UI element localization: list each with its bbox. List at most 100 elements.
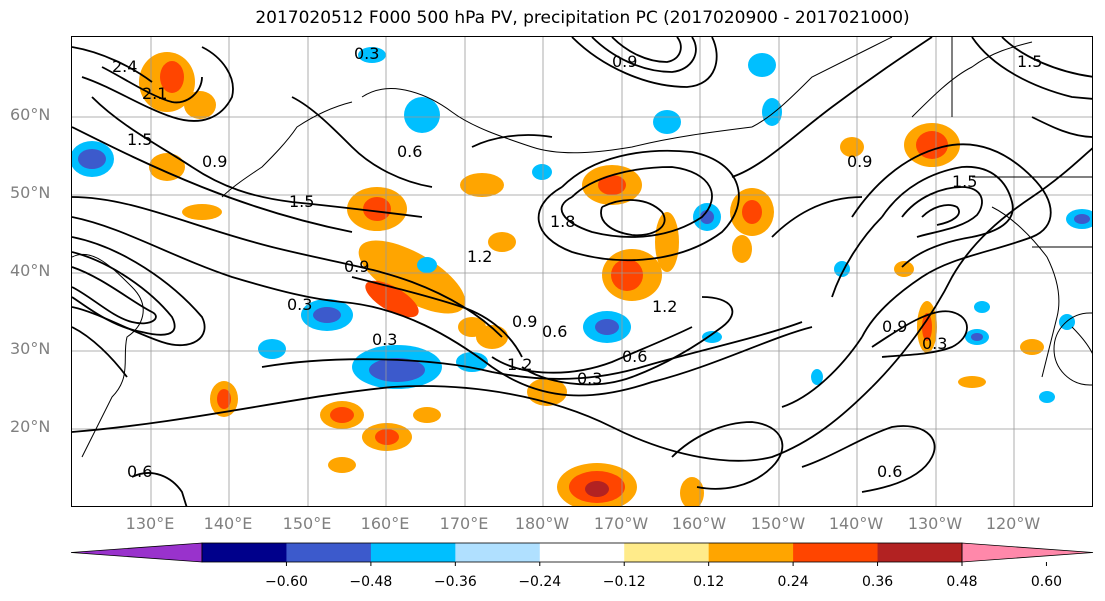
colorbar-swatch <box>624 543 710 562</box>
precip-shade <box>971 333 983 341</box>
contour-label: 1.5 <box>289 192 314 211</box>
precip-shade <box>330 407 354 423</box>
contour-label: 0.3 <box>354 44 379 63</box>
contour-label: 1.2 <box>467 247 492 266</box>
precip-shading <box>72 47 1092 506</box>
precip-shade <box>375 429 399 445</box>
contour-label: 0.6 <box>877 462 902 481</box>
lon-label: 160°E <box>360 514 410 533</box>
colorbar-tick-label: 0.48 <box>946 574 978 590</box>
lat-label: 50°N <box>10 183 51 202</box>
precip-shade <box>700 210 714 224</box>
precip-shade <box>369 358 425 382</box>
map-canvas: 0.3 0.6 0.3 0.9 0.3 1.5 1.2 1.8 1.2 0.9 … <box>72 37 1092 506</box>
precip-shade <box>365 280 419 318</box>
precip-shade <box>313 307 341 323</box>
colorbar-tick-label: −0.24 <box>518 574 562 590</box>
contour-label: 0.9 <box>882 317 907 336</box>
lon-label: 130°E <box>125 514 175 533</box>
colorbar-tick-label: −0.36 <box>433 574 477 590</box>
precip-shade <box>417 257 437 273</box>
precip-shade <box>742 200 762 224</box>
precip-shade <box>655 212 679 272</box>
precip-shade <box>958 376 986 388</box>
lon-label: 150°E <box>282 514 332 533</box>
colorbar-ticks <box>285 562 1047 566</box>
contour-label: 1.8 <box>550 212 575 231</box>
contour-label: 0.6 <box>397 142 422 161</box>
graticule <box>72 37 1092 506</box>
colorbar-tick-label: 0.24 <box>777 574 809 590</box>
lat-label: 20°N <box>10 417 51 436</box>
colorbar-tick-label: 0.12 <box>693 574 725 590</box>
precip-shade <box>1074 214 1090 224</box>
colorbar-tick-label: 0.60 <box>1030 574 1063 590</box>
contour-label: 0.9 <box>847 152 872 171</box>
colorbar-swatch <box>877 543 963 562</box>
colorbar-tick-label: −0.48 <box>349 574 393 590</box>
figure-title: 2017020512 F000 500 hPa PV, precipitatio… <box>255 8 910 28</box>
colorbar-tick-label: 0.36 <box>861 574 894 590</box>
precip-shade <box>413 407 441 423</box>
lon-label: 140°W <box>828 514 884 533</box>
contour-label: 0.3 <box>287 295 312 314</box>
colorbar-swatch <box>286 543 372 562</box>
precip-shade <box>974 301 990 313</box>
precip-shade <box>653 110 681 134</box>
lon-label: 150°W <box>750 514 806 533</box>
colorbar-swatch <box>539 543 625 562</box>
pv-contours <box>72 37 1092 506</box>
precip-shade <box>894 261 914 277</box>
precip-shade <box>585 481 609 497</box>
colorbar-swatch <box>455 543 541 562</box>
contour-label: 0.9 <box>344 257 369 276</box>
contour-label: 1.5 <box>127 130 152 149</box>
contour-label: 2.4 <box>112 57 137 76</box>
contour-label: 0.6 <box>542 322 567 341</box>
precip-shade <box>1020 339 1044 355</box>
precip-shade <box>1039 391 1055 403</box>
lon-label: 170°W <box>593 514 649 533</box>
precip-shade <box>922 313 932 341</box>
precip-shade <box>328 457 356 473</box>
contour-label: 0.3 <box>372 330 397 349</box>
precip-shade <box>404 97 440 133</box>
colorbar-swatch <box>370 543 456 562</box>
colorbar-outline <box>201 542 963 563</box>
contour-label: 1.2 <box>652 297 677 316</box>
contour-label: 0.6 <box>622 347 647 366</box>
precip-shade <box>840 137 864 157</box>
precip-shade <box>488 232 516 252</box>
precip-shade <box>363 197 391 221</box>
colorbar-extend-high <box>961 542 1094 563</box>
contour-label: 0.9 <box>202 152 227 171</box>
precip-shade <box>160 61 184 93</box>
colorbar-swatch <box>708 543 794 562</box>
precip-shade <box>217 389 231 409</box>
contour-label: 0.3 <box>922 334 947 353</box>
precip-shade <box>598 175 626 195</box>
lon-label: 180°W <box>514 514 570 533</box>
precip-shade <box>149 153 185 181</box>
contour-label: 0.9 <box>612 52 637 71</box>
precip-shade <box>595 319 619 335</box>
precip-shade <box>184 91 216 119</box>
lat-label: 40°N <box>10 261 51 280</box>
contour-label: 1.5 <box>952 172 977 191</box>
precip-shade <box>258 339 286 359</box>
contour-label: 2.1 <box>142 84 167 103</box>
colorbar-swatch <box>793 543 879 562</box>
precip-shade <box>476 325 508 349</box>
lat-label: 60°N <box>10 105 51 124</box>
precip-shade <box>358 240 466 314</box>
precip-shade <box>611 259 643 291</box>
contour-label: 1.5 <box>1017 52 1042 71</box>
lon-label: 160°W <box>671 514 727 533</box>
colorbar-swatch <box>202 543 287 562</box>
precip-shade <box>460 173 504 197</box>
precip-shade <box>748 53 776 77</box>
precip-shade <box>732 235 752 263</box>
precip-shade <box>78 149 106 169</box>
colorbar-tick-label: −0.12 <box>602 574 646 590</box>
lon-label: 140°E <box>203 514 253 533</box>
